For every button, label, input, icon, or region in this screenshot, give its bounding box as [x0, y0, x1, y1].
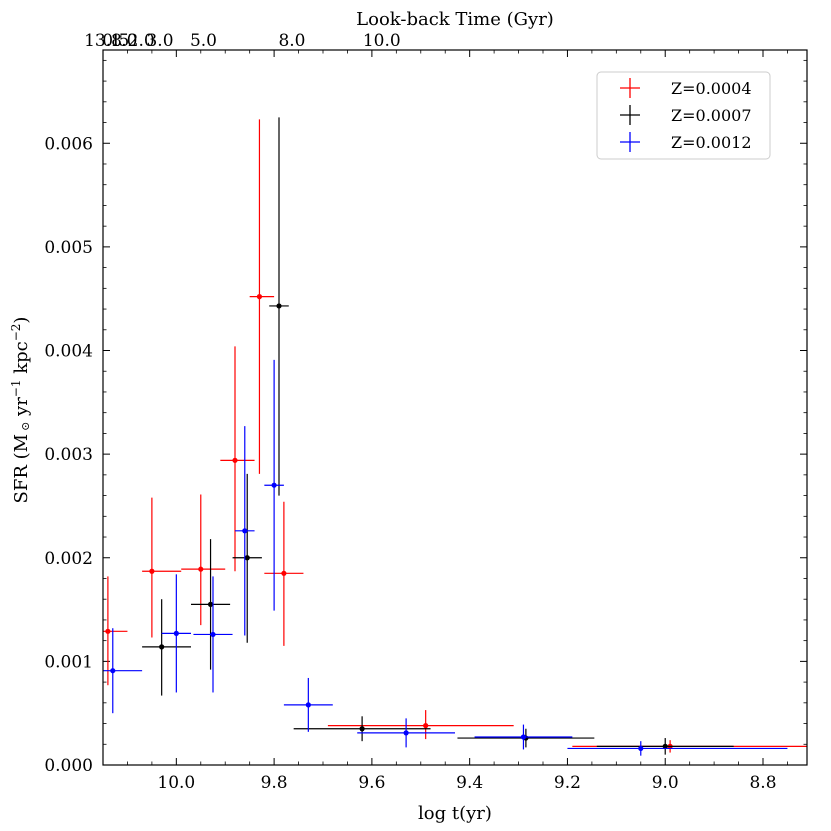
series-1	[103, 119, 807, 753]
legend-entry: Z=0.0012	[620, 132, 752, 152]
data-point	[105, 628, 111, 634]
data-point	[305, 702, 311, 708]
data-point	[244, 555, 250, 561]
y-tick-label: 0.000	[44, 756, 93, 776]
y-label-sun: ⊙	[19, 422, 32, 431]
top-tick-label: 13.8	[84, 31, 122, 51]
legend-label: Z=0.0004	[671, 79, 752, 98]
top-tick-label: 8.0	[278, 31, 305, 51]
data-point	[159, 644, 165, 650]
major-ticks	[103, 50, 807, 766]
y-tick-label: 0.003	[44, 445, 93, 465]
y-label-kpc-exp: −2	[9, 324, 23, 342]
plot-frame	[102, 49, 808, 766]
x-tick-label: 9.8	[261, 773, 288, 793]
top-tick-labels: 13.8 10.0 8.0 5.0 3.02.01.00.5	[84, 31, 401, 51]
data-point	[281, 570, 287, 576]
data-point	[110, 668, 116, 674]
data-point	[149, 568, 155, 574]
y-tick-label: 0.004	[44, 342, 93, 362]
y-tick-label: 0.002	[44, 549, 93, 569]
legend: Z=0.0004 Z=0.0007 Z=0.0012	[596, 71, 771, 160]
y-tick-label: 0.005	[44, 238, 93, 258]
data-point	[638, 745, 644, 752]
x-tick-label: 8.8	[749, 773, 776, 793]
top-tick-label: 10.0	[363, 31, 401, 51]
data-point	[173, 630, 179, 636]
data-point	[198, 566, 204, 572]
top-tick-label: 2.0	[128, 31, 155, 51]
data-series	[103, 117, 807, 756]
y-label-main: SFR (M	[11, 434, 32, 504]
data-point	[276, 303, 282, 309]
data-point	[256, 294, 263, 300]
legend-entry: Z=0.0007	[620, 105, 752, 125]
top-tick-label: 0.5	[102, 31, 129, 51]
y-tick-label: 0.001	[44, 652, 93, 672]
data-point	[423, 723, 429, 729]
y-tick-labels: 0.000 0.001 0.002 0.003 0.004 0.005 0.006	[44, 134, 93, 776]
data-point	[242, 528, 248, 534]
y-tick-label: 0.006	[44, 134, 93, 154]
x-axis-label: log t(yr)	[418, 803, 492, 824]
top-tick-label: 5.0	[190, 31, 217, 51]
data-point	[520, 734, 527, 740]
top-tick-label: 1.0	[110, 31, 137, 51]
x-tick-label: 9.2	[554, 773, 581, 793]
data-point	[232, 457, 238, 463]
x-tick-labels: 10.0 9.8 9.6 9.4 9.2 9.0 8.8	[157, 773, 776, 793]
top-axis-label: Look-back Time (Gyr)	[356, 9, 554, 30]
y-label-close: )	[11, 317, 32, 324]
legend-label: Z=0.0007	[671, 106, 752, 125]
y-label-yr: yr	[11, 397, 32, 422]
x-tick-label: 9.6	[358, 773, 385, 793]
legend-entry: Z=0.0004	[620, 78, 752, 98]
y-label-yr-exp: −1	[9, 379, 23, 397]
series-2	[142, 117, 734, 755]
data-point	[359, 726, 365, 732]
series-3	[103, 359, 788, 756]
x-tick-label: 10.0	[157, 773, 195, 793]
data-point	[271, 482, 277, 488]
data-point	[403, 730, 409, 736]
legend-box	[596, 71, 771, 160]
data-point	[210, 631, 216, 638]
x-tick-label: 9.0	[652, 773, 679, 793]
y-label-kpc: kpc	[11, 341, 32, 379]
legend-label: Z=0.0012	[671, 133, 752, 152]
top-tick-label: 3.0	[146, 31, 173, 51]
x-tick-label: 9.4	[456, 773, 483, 793]
y-axis-label: SFR (M ⊙ yr−1 kpc−2)	[9, 317, 32, 504]
data-point	[207, 601, 214, 607]
data-point	[662, 743, 668, 749]
